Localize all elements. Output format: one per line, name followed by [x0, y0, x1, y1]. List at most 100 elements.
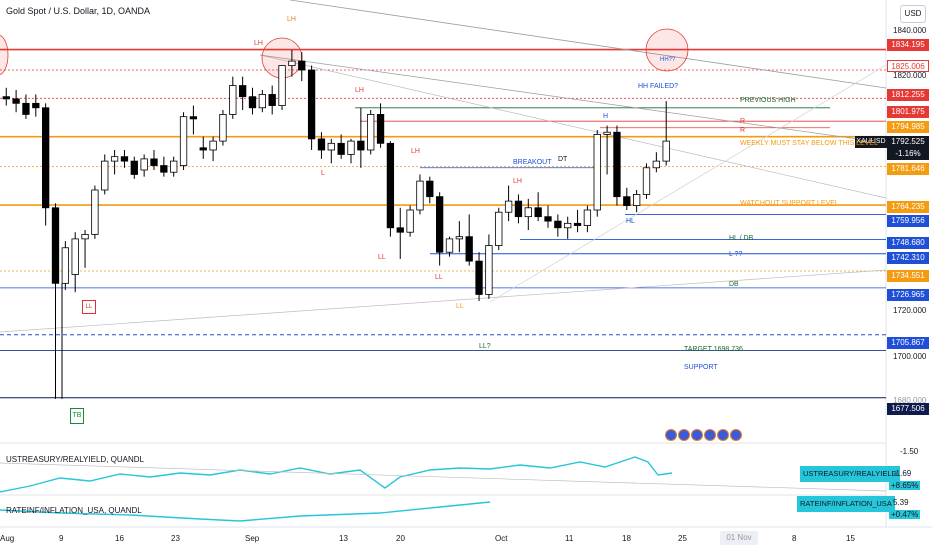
candle [613, 131, 621, 198]
price-tick: 1680.000 [893, 396, 927, 405]
us-flag-icon[interactable] [665, 428, 677, 441]
time-tick: 20 [396, 534, 405, 543]
candle [416, 180, 424, 211]
highlight-circle [0, 34, 9, 76]
candle [327, 142, 335, 151]
us-flag-icon[interactable] [704, 428, 716, 441]
inflation-pane-title[interactable]: RATEINF/INFLATION_USA, QUANDL [6, 506, 142, 515]
candle [445, 238, 454, 253]
annotation-dt: DT [558, 156, 568, 163]
treasury-tag: USTREASURY/REALYIELD [800, 466, 900, 482]
candle [376, 114, 385, 144]
price-badge: 1781.646 [887, 163, 929, 175]
candle [465, 236, 473, 262]
annotation-lh: LH [287, 16, 296, 23]
annotation-lh: LH [513, 178, 522, 185]
inflation-line [0, 501, 491, 522]
candle [485, 245, 493, 295]
price-badge: 1794.985 [887, 121, 929, 133]
candle [455, 236, 464, 240]
annotation-h: H [603, 113, 609, 120]
time-tick: 13 [339, 534, 348, 543]
chart-title: Gold Spot / U.S. Dollar, 1D, OANDA [6, 6, 151, 16]
price-badge: 1677.506 [887, 403, 929, 415]
candle [2, 96, 10, 100]
annotation-ll: LL? [479, 343, 491, 350]
annotation-r: R [740, 127, 746, 134]
time-tick: 15 [846, 534, 855, 543]
candle [475, 260, 483, 295]
candle [170, 160, 178, 173]
us-flag-icon[interactable] [691, 428, 703, 441]
candle [120, 156, 129, 162]
inflation-change: +0.47% [889, 510, 921, 519]
candle [61, 247, 69, 284]
time-tick: 25 [678, 534, 687, 543]
annotation-db: DB [729, 281, 739, 288]
candle [347, 140, 355, 155]
inflation-tag: RATEINF/INFLATION_USA [797, 496, 895, 512]
symbol-tag: XAUUSD [855, 136, 887, 148]
currency-button[interactable]: USD [900, 5, 926, 23]
time-tick: Sep [245, 534, 260, 543]
time-tick: 23 [171, 534, 180, 543]
us-flag-icon[interactable] [730, 428, 742, 441]
price-tick: -1.50 [900, 447, 919, 456]
candle [42, 107, 50, 209]
candle [623, 196, 631, 206]
time-tick: Oct [495, 534, 508, 543]
inflation-value: 5.39 [893, 498, 909, 507]
annotation-l: L [321, 170, 325, 177]
price-badge: 1834.195 [887, 39, 929, 51]
annotation-lh: LH [355, 87, 364, 94]
time-tick: 11 [565, 534, 574, 543]
candle [22, 102, 30, 115]
candle [642, 167, 651, 195]
candle [209, 140, 217, 151]
candle [504, 200, 513, 213]
candle [199, 147, 207, 151]
candle [367, 114, 375, 151]
candle [524, 207, 532, 218]
trend-line [0, 462, 887, 492]
last-price: 1792.525 [887, 136, 929, 148]
highlight-circle [645, 28, 689, 72]
candle [652, 160, 660, 169]
time-tick: 16 [115, 534, 124, 543]
price-badge: 1705.867 [887, 337, 929, 349]
economic-events[interactable] [665, 426, 743, 442]
annotation-weekly: WEEKLY MUST STAY BELOW THIS LEVEL [740, 140, 878, 147]
us-flag-icon[interactable] [678, 428, 690, 441]
price-badge: 1764.235 [887, 201, 929, 213]
price-badge: 1748.680 [887, 237, 929, 249]
time-tick: Aug [0, 534, 15, 543]
annotation-hh: HH?? [660, 57, 676, 63]
us-flag-icon[interactable] [717, 428, 729, 441]
annotation-support: SUPPORT [684, 364, 718, 371]
candle [495, 211, 503, 246]
treasury-pane-title[interactable]: USTREASURY/REALYIELD, QUANDL [6, 455, 144, 464]
annotation-lh: LH [254, 40, 263, 47]
annotation-breakout: BREAKOUT [513, 159, 552, 166]
candle [248, 96, 257, 109]
annotation-lh: LH [411, 148, 420, 155]
candle [435, 196, 444, 253]
candle [662, 140, 670, 162]
candle [81, 234, 89, 240]
candle [298, 60, 306, 71]
candle [91, 189, 99, 235]
last-change: -1.16% [887, 148, 929, 160]
candle [573, 222, 582, 226]
candle [603, 131, 611, 135]
candle [71, 238, 79, 275]
time-tick: 18 [622, 534, 631, 543]
candle [229, 85, 237, 115]
trend-line [259, 54, 887, 144]
candle [130, 160, 138, 175]
price-badge: 1726.965 [887, 289, 929, 301]
candle [583, 209, 592, 226]
candle [101, 160, 109, 191]
candle [514, 200, 523, 218]
annotation-hl: HL [626, 218, 635, 225]
